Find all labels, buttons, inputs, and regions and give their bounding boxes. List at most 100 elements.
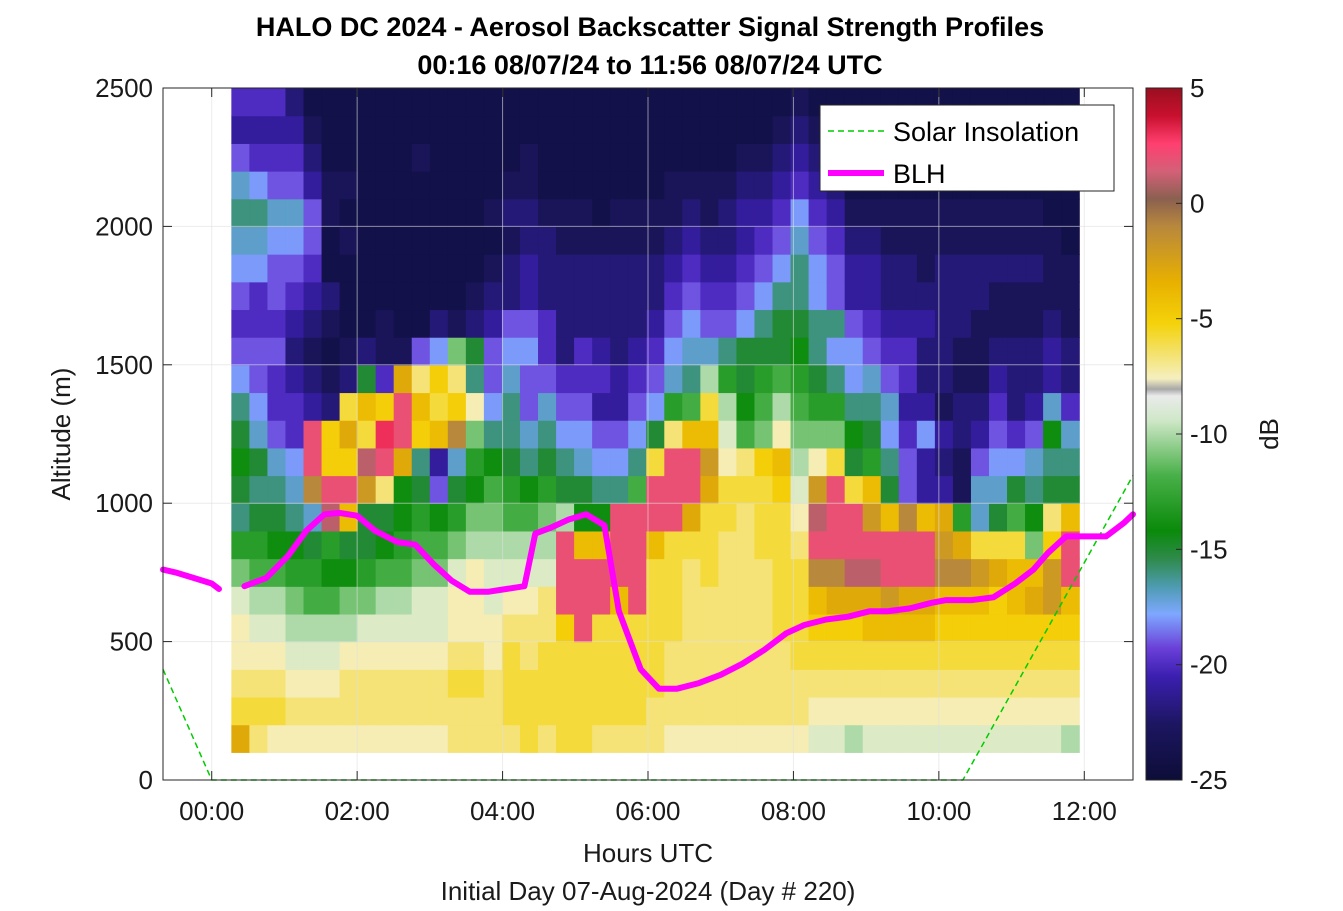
heatmap-cell <box>1007 420 1026 449</box>
heatmap-cell <box>664 88 683 117</box>
heatmap-cell <box>790 115 810 144</box>
heatmap-cell <box>1025 420 1044 449</box>
heatmap-cell <box>357 337 377 366</box>
heatmap-cell <box>249 447 269 477</box>
heatmap-cell <box>285 641 305 670</box>
heatmap-cell <box>754 669 774 698</box>
heatmap-cell <box>231 364 250 394</box>
heatmap-cell <box>970 309 990 338</box>
heatmap-cell <box>844 724 864 753</box>
x-tick-label: 10:00 <box>906 796 971 826</box>
heatmap-cell <box>447 337 467 366</box>
heatmap-cell <box>519 669 539 698</box>
heatmap-cell <box>826 558 846 587</box>
heatmap-cell <box>285 392 305 421</box>
heatmap-cell <box>610 281 629 311</box>
heatmap-cell <box>375 198 395 227</box>
heatmap-cell <box>321 420 341 449</box>
heatmap-cell <box>231 558 250 587</box>
heatmap-cell <box>592 226 611 255</box>
heatmap-cell <box>556 198 575 227</box>
heatmap-cell <box>826 309 846 338</box>
heatmap-cell <box>1043 641 1062 670</box>
heatmap-cell <box>952 226 972 255</box>
heatmap-cell <box>808 558 828 587</box>
heatmap-cell <box>519 226 539 255</box>
x-tick-label: 04:00 <box>470 796 535 826</box>
heatmap-cell <box>375 171 395 200</box>
heatmap-cell <box>754 586 774 615</box>
heatmap-cell <box>519 586 539 615</box>
heatmap-cell <box>267 309 287 338</box>
heatmap-cell <box>1007 475 1026 504</box>
heatmap-cell <box>610 392 629 421</box>
heatmap-cell <box>989 254 1008 283</box>
heatmap-cell <box>447 503 467 532</box>
heatmap-cell <box>375 309 395 338</box>
y-tick-label: 500 <box>110 627 153 657</box>
heatmap-cell <box>934 281 954 311</box>
heatmap-cell <box>790 447 810 477</box>
heatmap-cell <box>393 613 413 643</box>
heatmap-cell <box>357 88 377 117</box>
heatmap-cell <box>970 198 990 227</box>
heatmap-cell <box>664 254 683 283</box>
heatmap-cell <box>934 420 954 449</box>
heatmap-cell <box>1043 696 1062 726</box>
heatmap-cell <box>501 198 521 227</box>
colorbar-tick-label: -10 <box>1190 419 1228 449</box>
heatmap-cell <box>952 503 972 532</box>
heatmap-cell <box>736 530 756 560</box>
heatmap-cell <box>538 226 557 255</box>
heatmap-cell <box>718 364 738 394</box>
heatmap-cell <box>898 337 918 366</box>
heatmap-cell <box>321 530 341 560</box>
heatmap-cell <box>447 586 467 615</box>
heatmap-cell <box>628 586 647 615</box>
heatmap-cell <box>249 143 269 172</box>
heatmap-cell <box>231 696 250 726</box>
heatmap-cell <box>465 475 485 504</box>
heatmap-cell <box>556 226 575 255</box>
heatmap-cell <box>393 420 413 449</box>
heatmap-cell <box>934 558 954 587</box>
heatmap-cell <box>934 724 954 753</box>
heatmap-cell <box>700 226 720 255</box>
heatmap-cell <box>303 613 323 643</box>
heatmap-cell <box>285 364 305 394</box>
heatmap-cell <box>934 696 954 726</box>
heatmap-cell <box>501 669 521 698</box>
heatmap-cell <box>501 530 521 560</box>
heatmap-cell <box>664 586 683 615</box>
heatmap-cell <box>718 171 738 200</box>
heatmap-cell <box>303 281 323 311</box>
heatmap-cell <box>610 337 629 366</box>
heatmap-cell <box>916 226 936 255</box>
heatmap-cell <box>898 364 918 394</box>
heatmap-cell <box>483 226 503 255</box>
heatmap-cell <box>628 364 647 394</box>
heatmap-cell <box>339 558 359 587</box>
heatmap-cell <box>844 669 864 698</box>
heatmap-cell <box>718 503 738 532</box>
heatmap-cell <box>682 420 701 449</box>
heatmap-cell <box>880 641 900 670</box>
heatmap-cell <box>916 281 936 311</box>
heatmap-cell <box>628 392 647 421</box>
heatmap-cell <box>303 641 323 670</box>
heatmap-cell <box>574 696 593 726</box>
heatmap-cell <box>1043 309 1062 338</box>
heatmap-cell <box>682 364 701 394</box>
heatmap-cell <box>646 447 665 477</box>
heatmap-cell <box>321 364 341 394</box>
heatmap-cell <box>1061 309 1080 338</box>
heatmap-cell <box>393 337 413 366</box>
heatmap-cell <box>808 724 828 753</box>
heatmap-cell <box>989 503 1008 532</box>
heatmap-cell <box>465 88 485 117</box>
heatmap-cell <box>285 309 305 338</box>
heatmap-cell <box>754 447 774 477</box>
heatmap-cell <box>429 503 449 532</box>
heatmap-cell <box>610 88 629 117</box>
heatmap-cell <box>285 254 305 283</box>
